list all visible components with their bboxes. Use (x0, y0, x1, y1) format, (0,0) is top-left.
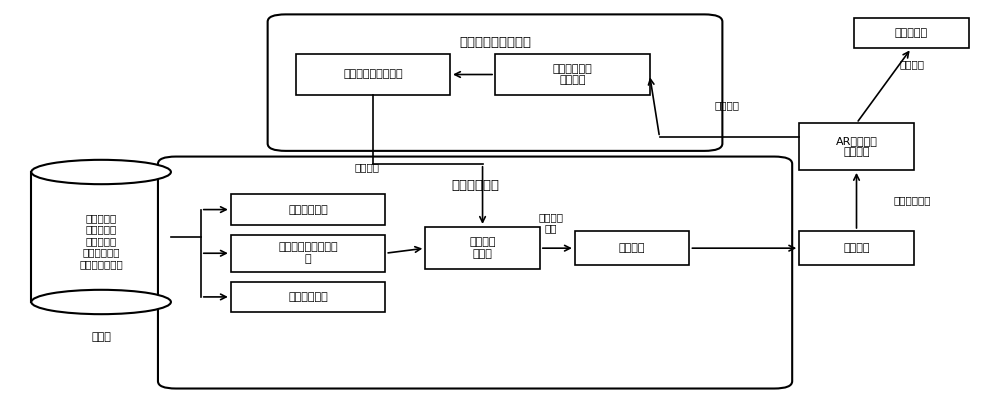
FancyBboxPatch shape (575, 231, 689, 265)
Text: 定位提取与识别模块: 定位提取与识别模块 (459, 36, 531, 49)
Text: 数据库: 数据库 (91, 332, 111, 342)
FancyBboxPatch shape (495, 54, 650, 95)
Ellipse shape (31, 160, 171, 184)
Ellipse shape (31, 290, 171, 314)
Text: 数据映射: 数据映射 (355, 162, 380, 172)
Text: 映射信息
输出: 映射信息 输出 (538, 212, 563, 234)
Text: 数据映射
管理器: 数据映射 管理器 (469, 237, 496, 259)
Text: 电缆和场景: 电缆和场景 (895, 28, 928, 38)
FancyBboxPatch shape (268, 14, 722, 151)
FancyBboxPatch shape (799, 231, 914, 265)
FancyBboxPatch shape (425, 227, 540, 270)
FancyBboxPatch shape (799, 123, 914, 170)
Text: 工艺手册、
装配流程、
虚拟线缆、
电缆字符集、
可视化三维模型: 工艺手册、 装配流程、 虚拟线缆、 电缆字符集、 可视化三维模型 (79, 213, 123, 269)
Text: 数据描述: 数据描述 (619, 243, 645, 253)
Text: 虚拟对象及字符集载
入: 虚拟对象及字符集载 入 (278, 243, 338, 264)
Text: 电缆字符或场
景特征值: 电缆字符或场 景特征值 (552, 64, 592, 85)
Text: 电缆定位提取及识别: 电缆定位提取及识别 (343, 70, 403, 79)
Text: 装配流程载入: 装配流程载入 (288, 292, 328, 302)
Text: 场景捕获: 场景捕获 (899, 59, 924, 70)
Text: 输入数据: 输入数据 (715, 100, 740, 110)
Text: 工艺手册载入: 工艺手册载入 (288, 204, 328, 215)
FancyBboxPatch shape (158, 157, 792, 389)
Text: 数据描述模块: 数据描述模块 (451, 179, 499, 192)
FancyBboxPatch shape (296, 54, 450, 95)
Text: 数据生成: 数据生成 (843, 243, 870, 253)
Text: 增强现实场景: 增强现实场景 (893, 196, 931, 205)
FancyBboxPatch shape (854, 18, 969, 48)
Text: AR头戴设备
（双目）: AR头戴设备 （双目） (836, 136, 877, 157)
FancyBboxPatch shape (231, 235, 385, 272)
FancyBboxPatch shape (231, 282, 385, 312)
FancyBboxPatch shape (231, 194, 385, 225)
Bar (31, 172, 171, 302)
